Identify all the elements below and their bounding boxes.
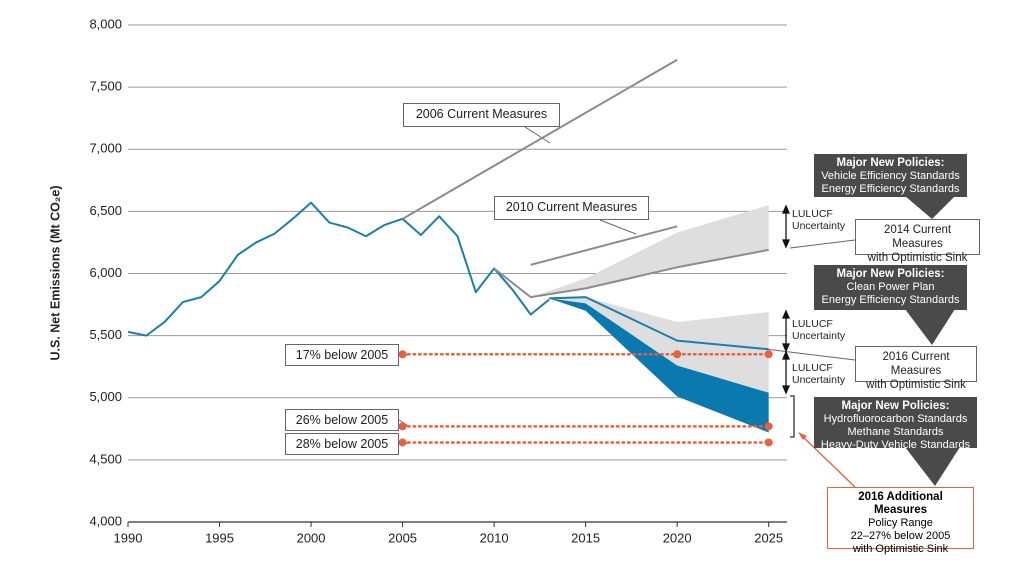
additional-title: 2016 Additional Measures [858,491,943,516]
series-line [402,58,678,220]
bracket [790,395,795,438]
target-label: 26% below 2005 [285,409,399,431]
series-line [548,296,769,351]
connector [789,239,856,249]
pointer [905,447,960,486]
additional-measures-box: 2016 Additional Measures Policy Range 22–… [827,487,974,555]
connector [799,433,856,488]
target-label: 28% below 2005 [285,433,399,455]
y-tick-label: 6,500 [89,203,122,218]
uncertainty-label: LULUCF Uncertainty [792,318,846,342]
annotation: 2014 Current Measures with Optimistic Si… [855,219,980,264]
pointer [905,309,955,345]
series-line [127,201,550,337]
target-point [764,350,773,359]
policy-items: Hydrofluorocarbon Standards Methane Stan… [820,413,971,451]
y-tick-label: 6,000 [89,265,122,280]
target-label: 17% below 2005 [285,344,399,366]
policy-box: Major New Policies: Clean Power Plan Ener… [814,265,967,310]
policy-box: Major New Policies: Vehicle Efficiency St… [814,154,967,197]
uncertainty-label: LULUCF Uncertainty [792,362,846,386]
uncertainty-label: LULUCF Uncertainty [792,208,846,232]
series-line [530,225,678,266]
y-tick-label: 7,000 [89,141,122,156]
policy-title: Major New Policies: [836,268,945,280]
y-tick-label: 5,000 [89,389,122,404]
band [530,205,769,298]
target-point [398,438,407,447]
callout-pointers [905,196,960,486]
policy-title: Major New Policies: [836,157,945,169]
connectors [398,126,856,445]
connector [599,219,637,235]
policy-box: Major New Policies: Hydrofluorocarbon Sta… [814,397,977,451]
x-tick-label: 2015 [571,530,600,545]
y-axis-title: U.S. Net Emissions (Mt CO₂e) [48,185,62,360]
additional-note: Policy Range 22–27% below 2005 with Opti… [850,517,951,555]
target-point [673,350,682,359]
y-tick-label: 8,000 [89,16,122,31]
target-point [764,438,773,447]
policy-items: Vehicle Efficiency Standards Energy Effi… [821,170,960,195]
target-point [764,422,773,431]
arrow-heads [782,204,790,395]
pointer [905,196,955,219]
annotation: 2010 Current Measures [494,196,649,220]
target-point [398,422,407,431]
policy-items: Clean Power Plan Energy Efficiency Stand… [821,281,960,306]
band [549,297,769,393]
band [549,298,769,433]
y-tick-label: 4,500 [89,451,122,466]
series-line [493,248,769,299]
x-tick-label: 2005 [388,530,417,545]
x-tick-label: 2000 [297,530,326,545]
target-point [398,350,407,359]
band [549,297,769,350]
uncertainty-arrows [782,204,795,438]
x-tick-label: 1990 [114,530,143,545]
annotation: 2006 Current Measures [403,103,560,127]
y-tick-label: 4,000 [89,513,122,528]
policy-title: Major New Policies: [841,400,950,412]
x-tick-label: 2010 [480,530,509,545]
x-tick-label: 2025 [754,530,783,545]
arrow-head [798,432,807,440]
y-tick-label: 5,500 [89,327,122,342]
y-tick-label: 7,500 [89,79,122,94]
x-tick-label: 1995 [205,530,234,545]
x-tick-label: 2020 [663,530,692,545]
connector [524,126,551,144]
annotation: 2016 Current Measures with Optimistic Si… [855,346,977,391]
